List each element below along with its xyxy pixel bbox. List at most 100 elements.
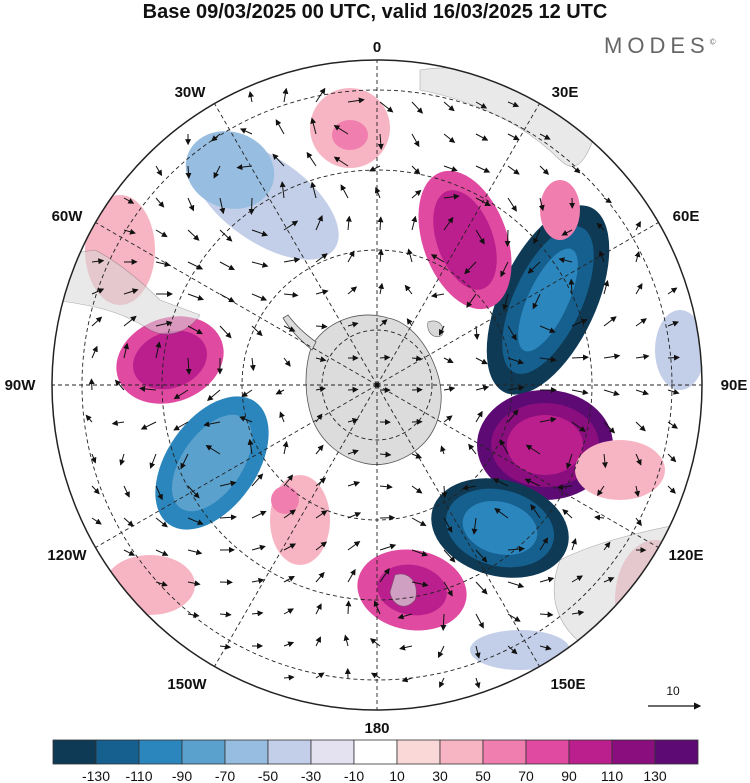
wind-arrow <box>525 444 541 455</box>
wind-arrow <box>406 318 413 327</box>
colorbar-swatch <box>396 739 441 765</box>
wind-arrow <box>539 133 551 140</box>
wind-arrow <box>315 444 324 455</box>
wind-arrow <box>241 389 253 398</box>
wind-arrow <box>347 568 356 583</box>
colorbar-swatch <box>482 739 527 765</box>
wind-arrow <box>411 517 427 527</box>
wind-arrow <box>373 600 381 615</box>
wind-arrow <box>596 222 605 231</box>
wind-arrow <box>601 453 608 469</box>
wind-arrow <box>279 181 286 199</box>
wind-arrow <box>219 611 232 618</box>
wind-arrow <box>667 421 678 429</box>
wind-arrow <box>500 261 509 278</box>
wind-arrow <box>466 293 477 308</box>
wind-arrow <box>155 341 162 359</box>
wind-arrow <box>411 453 423 459</box>
wind-arrow <box>347 512 362 519</box>
wind-arrow <box>440 613 447 631</box>
wind-arrow <box>441 485 448 499</box>
wind-arrow <box>251 325 263 337</box>
wind-arrow <box>571 354 589 361</box>
wind-arrow <box>283 509 296 519</box>
wind-arrow <box>187 580 201 587</box>
wind-arrow <box>603 316 617 327</box>
wind-arrow <box>306 151 317 167</box>
wind-arrow <box>315 289 329 296</box>
wind-arrow <box>251 610 264 617</box>
wind-arrow <box>173 389 189 400</box>
wind-arrow <box>377 248 384 263</box>
wind-arrow <box>91 288 105 295</box>
wind-arrow <box>635 318 647 327</box>
wind-arrow <box>272 153 285 167</box>
reference-vector: 10 <box>648 684 702 710</box>
label-90w: 90W <box>5 377 37 394</box>
wind-arrow <box>239 416 253 423</box>
wind-arrow <box>475 581 488 595</box>
colorbar-tick-label: -10 <box>344 768 364 783</box>
wind-arrow <box>155 549 169 556</box>
wind-arrow <box>155 517 168 528</box>
anomaly-contour <box>105 555 195 615</box>
wind-arrow <box>379 101 394 113</box>
wind-arrow <box>474 645 481 659</box>
colorbar-tick-label: -30 <box>301 768 321 783</box>
wind-arrow <box>533 229 541 245</box>
wind-arrow <box>539 325 556 333</box>
wind-arrow <box>282 440 289 455</box>
anomaly-contour <box>172 414 252 512</box>
wind-arrow <box>473 325 480 341</box>
wind-arrow <box>475 101 488 109</box>
colorbar-swatch <box>52 739 97 765</box>
wind-arrow <box>561 229 573 236</box>
wind-arrow <box>430 254 445 263</box>
wind-arrow <box>377 133 384 150</box>
wind-arrow <box>219 197 226 215</box>
new-zealand-landmass <box>389 573 417 607</box>
wind-arrow <box>251 261 269 268</box>
antarctica-landmass <box>305 314 442 465</box>
colorbar-swatch <box>95 739 140 765</box>
wind-arrow <box>219 229 233 242</box>
wind-arrow <box>539 165 550 175</box>
wind-arrow <box>187 549 203 556</box>
wind-arrow <box>347 286 358 295</box>
wind-arrow <box>279 411 285 423</box>
wind-arrow <box>140 421 157 430</box>
wind-arrow <box>499 439 509 455</box>
wind-arrow <box>443 165 458 172</box>
wind-arrow <box>347 386 359 393</box>
wind-arrow <box>411 165 421 175</box>
wind-arrow <box>568 278 575 295</box>
wind-arrow <box>239 128 253 135</box>
colorbar-tick-label: -90 <box>172 768 192 783</box>
map-disk <box>52 60 702 710</box>
wind-arrow <box>565 453 573 470</box>
anomaly-contour <box>518 248 578 352</box>
wind-arrow <box>187 612 200 618</box>
wind-arrow <box>123 197 135 204</box>
wind-arrow <box>667 321 679 327</box>
wind-arrow <box>379 451 392 458</box>
wind-arrow <box>597 485 605 497</box>
wind-arrow <box>139 385 157 392</box>
wind-arrow <box>430 292 445 299</box>
wind-arrow <box>539 416 557 423</box>
colorbar-tick-label: 50 <box>475 768 491 783</box>
wind-arrow <box>532 293 541 310</box>
anomaly-contour <box>271 486 299 514</box>
wind-arrow <box>251 544 266 551</box>
wind-arrow <box>667 453 677 463</box>
south-pole-marker <box>374 382 380 388</box>
label-90e: 90E <box>721 377 748 394</box>
latitude-circle <box>161 169 593 601</box>
wind-arrow <box>634 485 641 498</box>
wind-arrow <box>406 248 413 263</box>
wind-arrow <box>310 117 317 135</box>
wind-arrow <box>248 197 255 215</box>
label-60w: 60W <box>52 208 84 225</box>
wind-arrow <box>379 543 397 551</box>
wind-arrow <box>667 485 676 494</box>
